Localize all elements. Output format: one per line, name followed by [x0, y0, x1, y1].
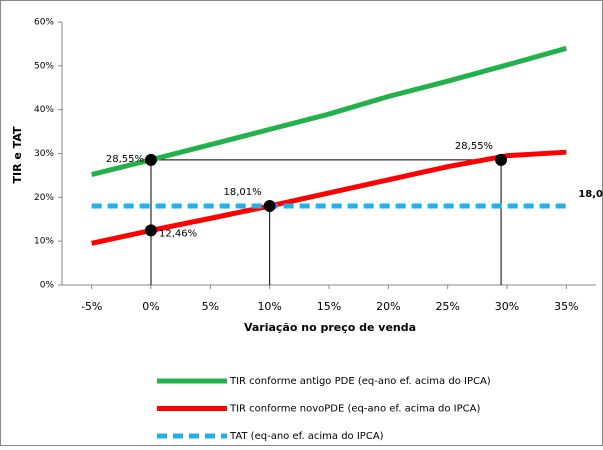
point-label: 28,55%: [106, 154, 144, 165]
point-label: 18,01%: [224, 187, 262, 198]
x-tick-label: 0%: [142, 300, 159, 313]
x-tick-label: 20%: [376, 300, 400, 313]
point-marker: [495, 153, 508, 166]
legend-label: TIR conforme novoPDE (eq-ano ef. acima d…: [229, 404, 480, 415]
point-label: 12,46%: [159, 228, 197, 239]
x-tick-label: 35%: [554, 300, 578, 313]
y-tick-label: 40%: [34, 105, 54, 115]
y-tick-label: 30%: [34, 149, 54, 159]
x-tick-label: 30%: [495, 300, 519, 313]
y-tick-label: 60%: [34, 18, 54, 28]
x-axis-title: Variação no preço de venda: [244, 321, 416, 334]
point-marker: [145, 224, 157, 237]
y-tick-label: 0%: [40, 281, 55, 291]
x-tick-label: 5%: [202, 300, 219, 313]
point-marker: [145, 153, 157, 166]
series-line: [91, 45, 568, 177]
series-line: [91, 149, 567, 246]
point-label: 28,55%: [455, 141, 493, 152]
y-tick-label: 20%: [34, 193, 54, 203]
end-label: 18,01%: [578, 189, 603, 200]
y-tick-label: 50%: [34, 61, 54, 71]
y-axis-title: TIR e TAT: [11, 126, 24, 183]
legend-label: TIR conforme antigo PDE (eq-ano ef. acim…: [229, 376, 491, 387]
y-tick-label: 10%: [34, 237, 54, 247]
point-marker: [263, 200, 276, 213]
x-tick-label: 25%: [435, 300, 459, 313]
x-tick-label: 10%: [257, 300, 281, 313]
legend-label: TAT (eq-ano ef. acima do IPCA): [229, 431, 384, 442]
x-tick-label: 15%: [317, 300, 341, 313]
x-tick-label: -5%: [81, 300, 102, 313]
